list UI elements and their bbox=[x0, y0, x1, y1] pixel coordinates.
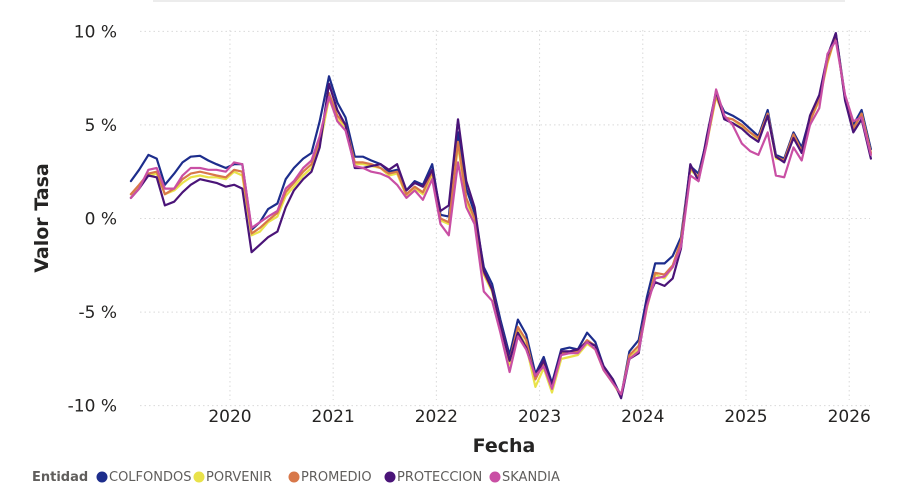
series-line-proteccion bbox=[129, 32, 872, 400]
x-tick-label: 2021 bbox=[312, 407, 355, 427]
legend-item-skandia[interactable]: SKANDIA bbox=[502, 470, 560, 485]
x-tick-label: 2022 bbox=[415, 407, 458, 427]
y-axis-ticks: 10 % 5 % 0 % -5 % -10 % bbox=[68, 22, 117, 416]
legend-item-porvenir[interactable]: PORVENIR bbox=[206, 470, 272, 485]
legend-marker bbox=[288, 471, 300, 483]
legend-item-colfondos[interactable]: COLFONDOS bbox=[109, 470, 191, 485]
legend-marker bbox=[489, 471, 501, 483]
legend-item-promedio[interactable]: PROMEDIO bbox=[301, 470, 372, 485]
y-tick-label: 0 % bbox=[85, 210, 117, 230]
series-line-porvenir bbox=[129, 34, 872, 398]
series-line-colfondos bbox=[129, 32, 872, 398]
series-line-skandia bbox=[129, 39, 872, 396]
x-gridlines bbox=[229, 30, 850, 400]
legend-item-proteccion[interactable]: PROTECCION bbox=[397, 470, 482, 485]
y-tick-label: -5 % bbox=[78, 303, 117, 323]
x-tick-label: 2024 bbox=[621, 407, 664, 427]
y-tick-label: -10 % bbox=[68, 397, 117, 417]
y-axis-title: Valor Tasa bbox=[31, 163, 53, 273]
legend-title: Entidad bbox=[32, 470, 88, 485]
legend-marker bbox=[193, 471, 205, 483]
legend-marker bbox=[96, 471, 108, 483]
x-tick-label: 2025 bbox=[724, 407, 767, 427]
legend[interactable]: Entidad COLFONDOS PORVENIR PROMEDIO PROTECC… bbox=[32, 470, 560, 485]
series-line-promedio bbox=[129, 34, 872, 398]
x-axis-ticks: 2020 2021 2022 2023 2024 2025 2026 bbox=[208, 407, 871, 427]
legend-marker bbox=[384, 471, 396, 483]
series-lines bbox=[129, 32, 872, 400]
x-tick-label: 2023 bbox=[518, 407, 561, 427]
x-tick-label: 2026 bbox=[828, 407, 871, 427]
y-tick-label: 10 % bbox=[74, 22, 117, 42]
y-tick-label: 5 % bbox=[85, 116, 117, 136]
x-tick-label: 2020 bbox=[208, 407, 251, 427]
x-axis-title: Fecha bbox=[473, 435, 536, 457]
